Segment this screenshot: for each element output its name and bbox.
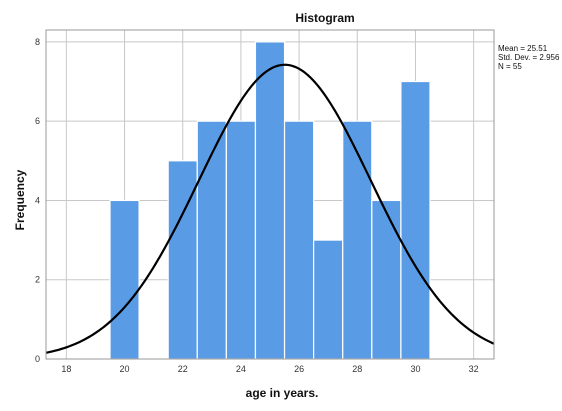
- histogram-bar: [254, 41, 286, 360]
- x-tick-label: 26: [294, 364, 304, 374]
- histogram-bar: [283, 120, 315, 360]
- y-tick-label: 6: [35, 116, 40, 126]
- histogram-bar: [225, 120, 257, 360]
- histogram-bar: [371, 199, 402, 360]
- histogram-bar: [196, 120, 227, 360]
- histogram-bar: [109, 199, 140, 360]
- y-tick-label: 0: [35, 354, 40, 364]
- stats-legend: Mean = 25.51 Std. Dev. = 2.956 N = 55: [498, 44, 560, 71]
- curve-layer: [45, 63, 495, 354]
- x-tick-label: 24: [236, 364, 246, 374]
- histogram-bar: [313, 239, 344, 360]
- y-tick-label: 8: [35, 37, 40, 47]
- x-tick-label: 22: [178, 364, 188, 374]
- x-tick-label: 32: [469, 364, 479, 374]
- chart-title: Histogram: [295, 11, 354, 25]
- x-tick-label: 30: [410, 364, 420, 374]
- stats-std-dev: Std. Dev. = 2.956: [498, 53, 560, 62]
- plot-frame: [45, 29, 495, 360]
- stats-n: N = 55: [498, 62, 522, 71]
- y-tick-label: 4: [35, 195, 40, 205]
- histogram-bar: [400, 80, 431, 360]
- x-tick-label: 20: [120, 364, 130, 374]
- y-tick-label: 2: [35, 275, 40, 285]
- bar-layer: [109, 41, 431, 360]
- x-tick-label: 28: [352, 364, 362, 374]
- x-tick-label: 18: [61, 364, 71, 374]
- stats-mean: Mean = 25.51: [498, 44, 548, 53]
- frame-layer: [45, 29, 495, 360]
- x-axis-label: age in years.: [246, 386, 319, 400]
- histogram-bar: [342, 120, 373, 360]
- y-axis-label: Frequency: [13, 169, 27, 230]
- normal-curve: [45, 63, 495, 354]
